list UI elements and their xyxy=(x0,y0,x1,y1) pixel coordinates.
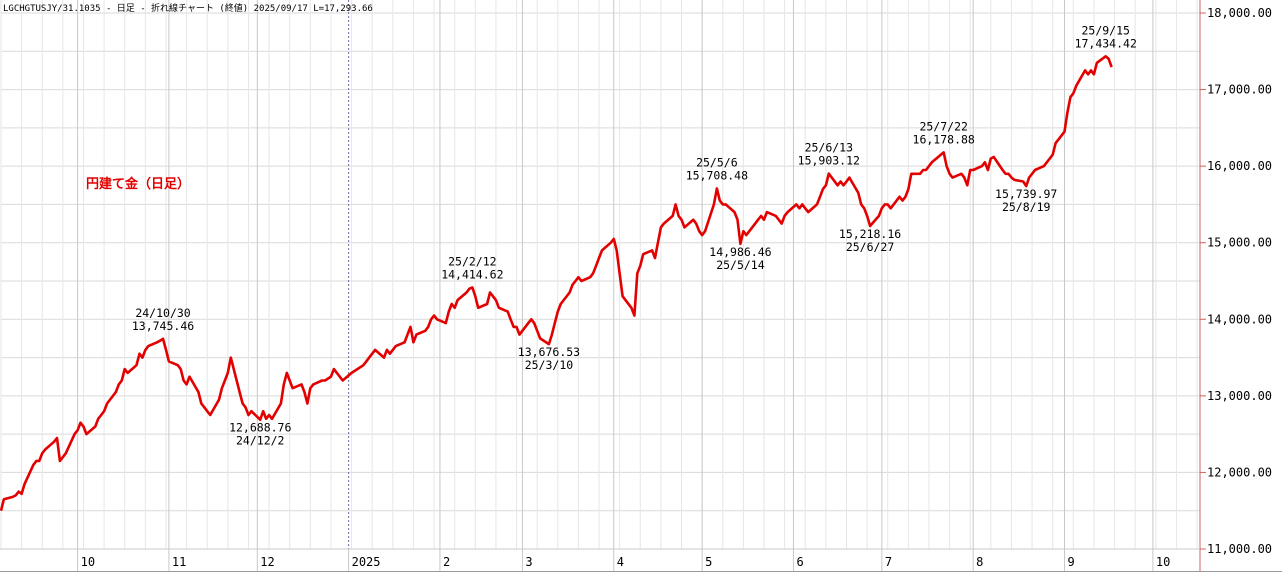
annotation-line1: 25/2/12 xyxy=(448,255,496,269)
x-tick-label: 9 xyxy=(1067,555,1074,569)
x-tick-label: 5 xyxy=(705,555,712,569)
annotation-line2: 25/8/19 xyxy=(1002,200,1051,214)
x-tick-label: 4 xyxy=(617,555,624,569)
x-tick-label: 7 xyxy=(885,555,892,569)
chart-header: LGCHGTUSJY/31.1035 - 日足 - 折れ線チャート (終値) 2… xyxy=(3,2,373,14)
annotation-line2: 16,178.88 xyxy=(913,132,975,146)
annotation-line2: 13,745.46 xyxy=(132,319,194,333)
annotation-line2: 17,434.42 xyxy=(1075,36,1137,50)
x-tick-label: 8 xyxy=(976,555,983,569)
x-tick-label: 10 xyxy=(81,555,95,569)
y-tick-label: 16,000.00 xyxy=(1207,159,1272,173)
price-line xyxy=(0,55,1113,512)
x-tick-label: 12 xyxy=(260,555,274,569)
y-tick-label: 14,000.00 xyxy=(1207,312,1272,326)
y-tick-label: 15,000.00 xyxy=(1207,236,1272,250)
y-tick-label: 17,000.00 xyxy=(1207,83,1272,97)
annotation-line1: 25/7/22 xyxy=(919,119,967,133)
annotation-line2: 25/6/27 xyxy=(846,240,895,254)
x-tick-label: 2025 xyxy=(352,555,381,569)
y-tick-label: 11,000.00 xyxy=(1207,542,1272,556)
y-tick-label: 18,000.00 xyxy=(1207,6,1272,20)
annotation-line2: 14,414.62 xyxy=(441,268,503,282)
x-tick-label: 10 xyxy=(1156,555,1170,569)
annotation-line2: 15,708.48 xyxy=(686,168,748,182)
x-tick-label: 11 xyxy=(172,555,186,569)
annotation-line1: 25/9/15 xyxy=(1081,23,1129,37)
annotation-line1: 14,986.46 xyxy=(709,245,771,259)
annotation-line2: 24/12/2 xyxy=(236,434,284,448)
price-series xyxy=(0,55,1113,512)
annotation-line1: 25/5/6 xyxy=(696,155,738,169)
x-tick-label: 2 xyxy=(443,555,450,569)
y-tick-label: 13,000.00 xyxy=(1207,389,1272,403)
annotation-line2: 15,903.12 xyxy=(798,154,860,168)
x-tick-label: 6 xyxy=(796,555,803,569)
y-tick-label: 12,000.00 xyxy=(1207,465,1272,479)
annotation-line1: 12,688.76 xyxy=(229,421,291,435)
gridlines xyxy=(0,0,1200,550)
chart-caption: 円建て金（日足） xyxy=(86,176,190,192)
annotation-line1: 13,676.53 xyxy=(518,345,580,359)
annotation-line2: 25/3/10 xyxy=(525,358,574,372)
x-tick-label: 3 xyxy=(525,555,532,569)
annotation-line1: 25/6/13 xyxy=(805,141,854,155)
annotation-line1: 15,739.97 xyxy=(995,187,1057,201)
annotation-line2: 25/5/14 xyxy=(716,258,765,272)
annotation-line1: 24/10/30 xyxy=(135,306,190,320)
annotation-line1: 15,218.16 xyxy=(839,227,901,241)
y-axis: 11,000.00 12,000.00 13,000.00 14,000.00 15,0… xyxy=(1199,0,1272,572)
